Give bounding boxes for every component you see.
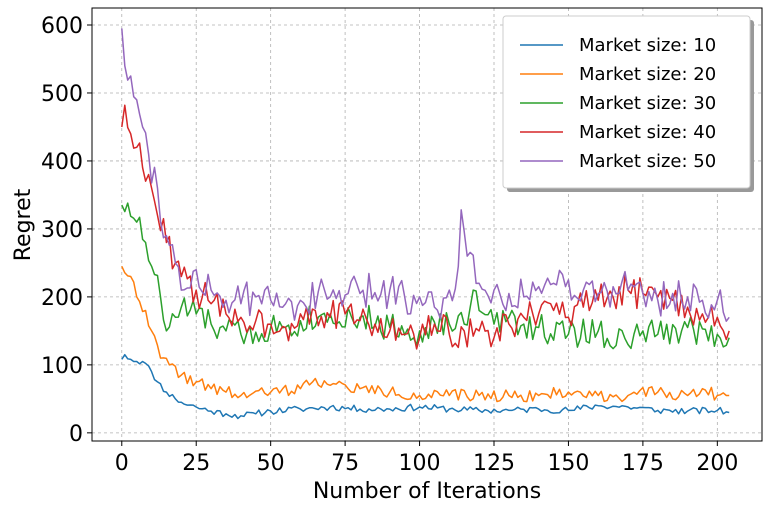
- y-tick-label: 0: [69, 422, 83, 447]
- y-tick-label: 400: [41, 150, 83, 175]
- x-tick-label: 100: [399, 451, 441, 476]
- legend: Market size: 10 Market size: 20 Market siz…: [502, 15, 754, 192]
- legend-box: [502, 15, 751, 189]
- x-tick-label: 75: [331, 451, 359, 476]
- y-axis-label: Regret: [11, 188, 36, 261]
- x-tick-label: 0: [115, 451, 129, 476]
- y-tick-label: 200: [41, 286, 83, 311]
- x-tick-label: 25: [182, 451, 210, 476]
- y-tick-label: 300: [41, 218, 83, 243]
- y-tick-label: 600: [41, 14, 83, 39]
- x-tick-label: 200: [696, 451, 738, 476]
- legend-label: Market size: 30: [579, 93, 716, 114]
- legend-label: Market size: 10: [579, 35, 716, 56]
- series-line-3: [121, 202, 730, 350]
- series-lines: [121, 28, 730, 420]
- y-tick-label: 100: [41, 354, 83, 379]
- x-tick-label: 50: [257, 451, 285, 476]
- x-axis-label: Number of Iterations: [313, 479, 541, 504]
- legend-label: Market size: 20: [579, 64, 716, 85]
- plot-frame: [91, 7, 763, 442]
- legend-label: Market size: 50: [579, 151, 716, 172]
- series-line-1: [121, 353, 730, 420]
- y-tick-label: 500: [41, 82, 83, 107]
- series-line-2: [121, 265, 730, 403]
- legend-label: Market size: 40: [579, 122, 716, 143]
- series-line-5: [121, 28, 730, 322]
- x-tick-label: 125: [473, 451, 515, 476]
- x-axis-ticks: 0 25 50 75 100 125 150 175 200: [115, 441, 738, 476]
- y-axis-ticks: 0 100 200 300 400 500 600: [41, 14, 92, 447]
- x-tick-label: 150: [547, 451, 589, 476]
- x-tick-label: 175: [622, 451, 664, 476]
